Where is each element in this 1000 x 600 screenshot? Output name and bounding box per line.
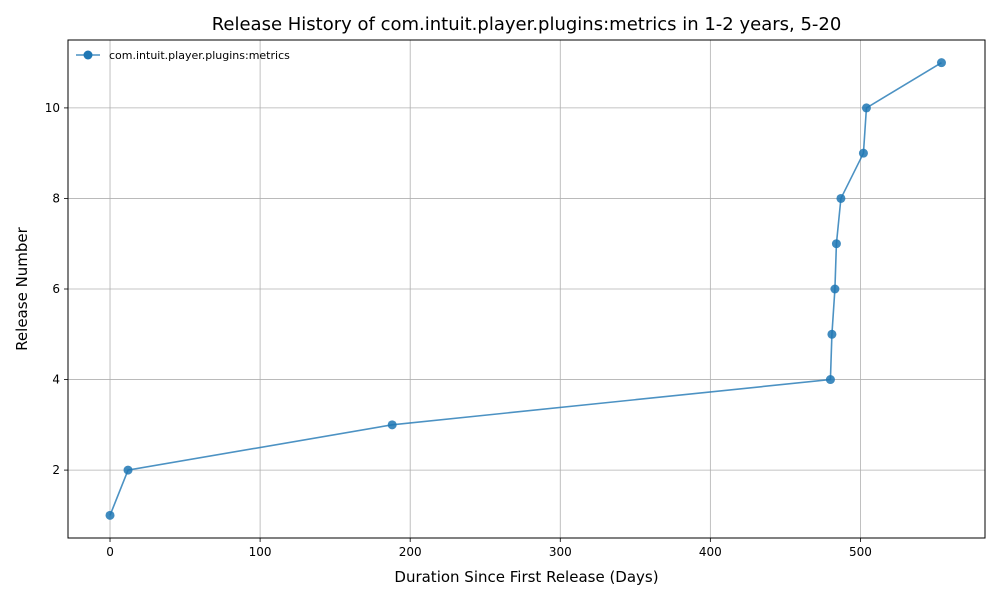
data-point (936, 58, 946, 68)
x-tick-label: 500 (849, 545, 872, 559)
x-tick-label: 400 (699, 545, 722, 559)
data-point (123, 465, 133, 475)
x-tick-label: 0 (106, 545, 114, 559)
legend-entry-label: com.intuit.player.plugins:metrics (109, 49, 290, 62)
x-tick-label: 100 (249, 545, 272, 559)
x-axis-label: Duration Since First Release (Days) (394, 568, 658, 586)
data-point (861, 103, 871, 113)
data-point (825, 375, 835, 385)
y-tick-label: 6 (52, 282, 60, 296)
legend: com.intuit.player.plugins:metrics (76, 49, 290, 62)
data-point (830, 284, 840, 294)
x-axis-ticks: 0 100 200 300 400 500 (106, 538, 872, 559)
y-tick-label: 8 (52, 191, 60, 205)
data-point (105, 510, 115, 520)
chart-title: Release History of com.intuit.player.plu… (212, 14, 842, 35)
data-point (827, 329, 837, 339)
grid-lines (68, 40, 985, 538)
series-layer (105, 58, 946, 520)
legend-marker-swatch (83, 50, 93, 60)
y-tick-label: 10 (45, 101, 60, 115)
x-tick-label: 300 (549, 545, 572, 559)
data-point (387, 420, 397, 430)
y-tick-label: 2 (52, 463, 60, 477)
data-point (831, 239, 841, 249)
y-axis-label: Release Number (13, 226, 31, 350)
y-axis-ticks: 2 4 6 8 10 (45, 101, 68, 477)
data-point (836, 193, 846, 203)
y-tick-label: 4 (52, 373, 60, 387)
x-tick-label: 200 (399, 545, 422, 559)
data-point (858, 148, 868, 158)
